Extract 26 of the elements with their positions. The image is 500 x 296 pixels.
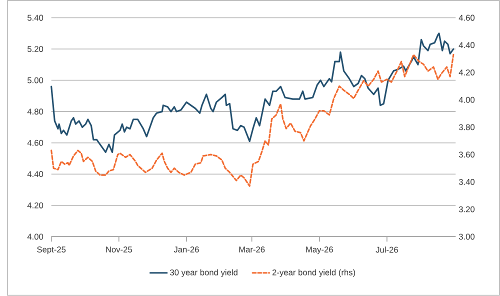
y-tick-label: 5.40 <box>28 14 44 21</box>
y2-tick-label: 3.80 <box>458 124 475 130</box>
x-tick-label: Nov-25 <box>106 246 132 253</box>
x-tick-label: Mar-26 <box>239 246 265 253</box>
y2-tick-label: 3.20 <box>458 206 475 212</box>
y-tick-label: 4.20 <box>27 202 44 208</box>
y2-tick-label: 4.20 <box>458 70 475 76</box>
y2-tick-label: 3.60 <box>458 152 475 158</box>
y2-tick-label: 4.60 <box>458 14 475 21</box>
y2-tick-label: 4.00 <box>458 96 475 103</box>
y-tick-label: 4.80 <box>27 108 44 115</box>
line-series <box>50 54 454 187</box>
x-tick-label: Jan-26 <box>174 246 199 253</box>
y2-tick-label: 4.40 <box>458 42 475 48</box>
y2-tick-label: 3.40 <box>458 179 475 185</box>
y-tick-label: 4.00 <box>27 234 44 240</box>
y-tick-label: 5.00 <box>28 77 44 84</box>
legend-label: 2-year bond yield (rhs) <box>272 269 356 278</box>
x-tick-label: Sept-25 <box>37 246 66 254</box>
y2-tick-label: 3.00 <box>458 234 475 240</box>
y-tick-label: 4.60 <box>27 140 44 146</box>
y-tick-label: 4.40 <box>27 171 44 178</box>
x-tick-label: May-26 <box>306 246 333 254</box>
legend-label: 30 year bond yield <box>170 269 238 278</box>
x-tick-label: Jul-26 <box>376 246 398 253</box>
y-tick-label: 5.20 <box>28 46 44 52</box>
